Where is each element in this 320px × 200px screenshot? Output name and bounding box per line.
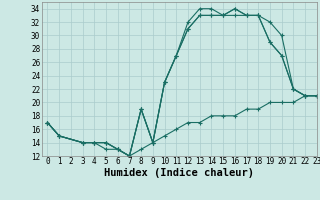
X-axis label: Humidex (Indice chaleur): Humidex (Indice chaleur) <box>104 168 254 178</box>
